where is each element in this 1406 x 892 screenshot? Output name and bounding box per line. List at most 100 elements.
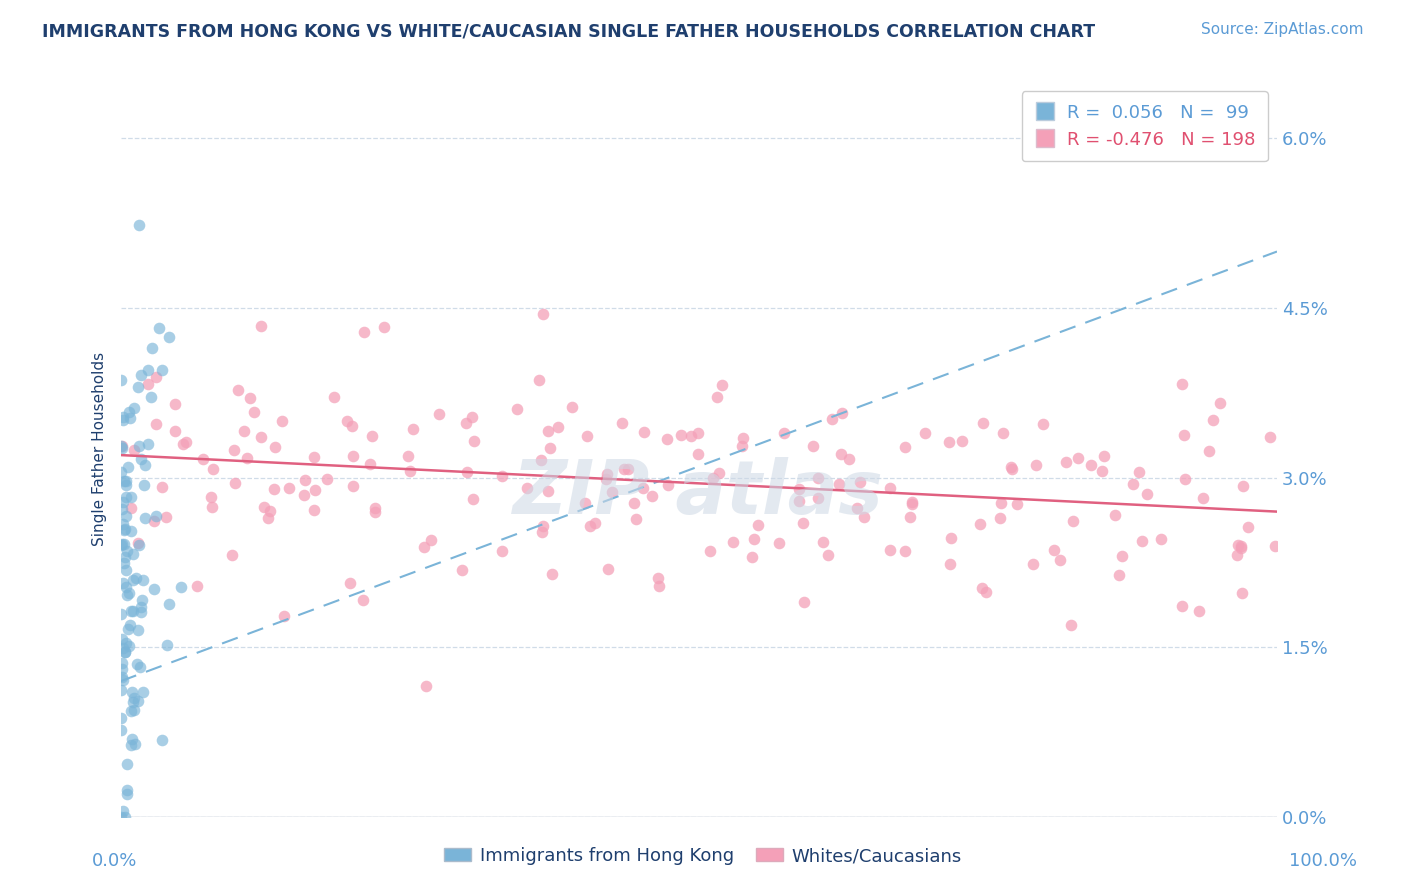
Point	[711, 377, 734, 392]
Point	[111, 640, 134, 655]
Point	[253, 500, 276, 514]
Point	[200, 490, 222, 504]
Point	[1049, 552, 1071, 566]
Point	[1130, 534, 1153, 549]
Point	[278, 481, 301, 495]
Point	[537, 424, 560, 438]
Point	[270, 414, 292, 428]
Point	[530, 453, 553, 467]
Point	[364, 501, 387, 516]
Point	[900, 509, 922, 524]
Point	[412, 541, 434, 555]
Point	[1080, 458, 1102, 472]
Point	[838, 452, 860, 467]
Point	[1108, 567, 1130, 582]
Point	[124, 442, 146, 457]
Point	[128, 218, 150, 232]
Point	[339, 575, 361, 590]
Point	[340, 418, 363, 433]
Point	[1198, 444, 1220, 458]
Legend: Immigrants from Hong Kong, Whites/Caucasians: Immigrants from Hong Kong, Whites/Caucas…	[437, 840, 969, 872]
Point	[122, 690, 145, 705]
Point	[398, 449, 420, 463]
Point	[224, 475, 246, 490]
Point	[363, 505, 385, 519]
Point	[117, 622, 139, 636]
Point	[156, 638, 179, 652]
Point	[894, 543, 917, 558]
Point	[1229, 539, 1251, 553]
Point	[807, 491, 830, 505]
Point	[939, 557, 962, 571]
Point	[121, 685, 143, 699]
Point	[120, 500, 142, 515]
Point	[787, 493, 810, 508]
Point	[939, 531, 962, 545]
Point	[111, 670, 134, 684]
Point	[163, 397, 186, 411]
Point	[723, 534, 745, 549]
Point	[110, 683, 132, 698]
Text: ZIP atlas: ZIP atlas	[513, 457, 884, 530]
Point	[112, 413, 135, 427]
Point	[631, 481, 654, 495]
Point	[134, 511, 156, 525]
Point	[527, 373, 550, 387]
Point	[110, 538, 132, 552]
Point	[110, 657, 132, 671]
Point	[112, 524, 135, 538]
Point	[263, 482, 285, 496]
Point	[768, 536, 790, 550]
Point	[127, 693, 149, 707]
Point	[359, 458, 381, 472]
Point	[115, 508, 138, 523]
Point	[114, 580, 136, 594]
Point	[648, 579, 671, 593]
Point	[304, 483, 326, 497]
Y-axis label: Single Father Households: Single Father Households	[93, 352, 107, 547]
Point	[1150, 532, 1173, 546]
Point	[547, 419, 569, 434]
Point	[969, 516, 991, 531]
Text: IMMIGRANTS FROM HONG KONG VS WHITE/CAUCASIAN SINGLE FATHER HOUSEHOLDS CORRELATIO: IMMIGRANTS FROM HONG KONG VS WHITE/CAUCA…	[42, 22, 1095, 40]
Point	[373, 319, 395, 334]
Point	[733, 431, 755, 445]
Point	[821, 412, 844, 426]
Point	[115, 544, 138, 558]
Point	[114, 810, 136, 824]
Point	[706, 390, 728, 404]
Point	[991, 426, 1014, 441]
Point	[1232, 479, 1254, 493]
Point	[122, 573, 145, 587]
Point	[596, 562, 619, 576]
Point	[114, 645, 136, 659]
Point	[1111, 549, 1133, 563]
Point	[132, 477, 155, 491]
Point	[1000, 460, 1022, 475]
Point	[623, 496, 645, 510]
Point	[193, 451, 215, 466]
Point	[616, 462, 638, 476]
Point	[129, 451, 152, 466]
Point	[420, 533, 443, 548]
Point	[451, 563, 474, 577]
Point	[114, 563, 136, 577]
Point	[110, 723, 132, 738]
Point	[122, 401, 145, 416]
Point	[112, 494, 135, 508]
Point	[990, 496, 1012, 510]
Point	[226, 383, 249, 397]
Point	[114, 550, 136, 565]
Point	[742, 532, 765, 546]
Point	[127, 623, 149, 637]
Point	[575, 428, 598, 442]
Point	[641, 489, 664, 503]
Point	[186, 579, 208, 593]
Point	[456, 465, 478, 479]
Point	[1170, 599, 1192, 614]
Point	[115, 475, 138, 489]
Point	[316, 472, 339, 486]
Point	[221, 548, 243, 562]
Point	[817, 548, 839, 562]
Point	[115, 783, 138, 797]
